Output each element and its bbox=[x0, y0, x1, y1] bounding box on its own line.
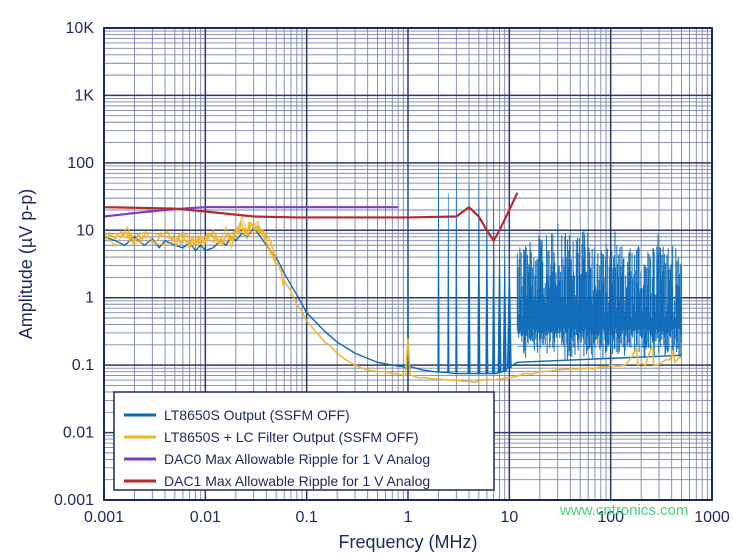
svg-text:100: 100 bbox=[67, 155, 94, 172]
svg-text:DAC0 Max Allowable Ripple for: DAC0 Max Allowable Ripple for 1 V Analog bbox=[164, 451, 430, 467]
svg-text:1K: 1K bbox=[74, 87, 94, 104]
svg-text:Frequency (MHz): Frequency (MHz) bbox=[338, 532, 477, 552]
spectrum-chart: 0.001 0.01 0.1 1 10 100 1000 0.001 0.01 0.1 1 10 100… bbox=[0, 0, 734, 558]
svg-text:0.001: 0.001 bbox=[54, 492, 94, 509]
svg-text:Amplitude (µV p-p): Amplitude (µV p-p) bbox=[16, 189, 36, 339]
svg-text:1: 1 bbox=[85, 290, 94, 307]
svg-text:LT8650S + LC Filter Output (SS: LT8650S + LC Filter Output (SSFM OFF) bbox=[164, 429, 419, 445]
svg-text:0.01: 0.01 bbox=[190, 509, 221, 526]
svg-text:100: 100 bbox=[597, 509, 624, 526]
svg-text:10: 10 bbox=[76, 222, 94, 239]
svg-text:1000: 1000 bbox=[694, 509, 730, 526]
svg-text:0.01: 0.01 bbox=[63, 425, 94, 442]
svg-text:DAC1 Max Allowable Ripple for: DAC1 Max Allowable Ripple for 1 V Analog bbox=[164, 473, 430, 489]
svg-text:0.1: 0.1 bbox=[296, 509, 318, 526]
svg-text:0.1: 0.1 bbox=[72, 357, 94, 374]
legend: LT8650S Output (SSFM OFF) LT8650S + LC Fi… bbox=[114, 392, 494, 490]
svg-text:10: 10 bbox=[500, 509, 518, 526]
svg-text:10K: 10K bbox=[66, 20, 95, 37]
svg-text:1: 1 bbox=[404, 509, 413, 526]
svg-text:0.001: 0.001 bbox=[84, 509, 124, 526]
svg-text:LT8650S Output (SSFM OFF): LT8650S Output (SSFM OFF) bbox=[164, 407, 350, 423]
